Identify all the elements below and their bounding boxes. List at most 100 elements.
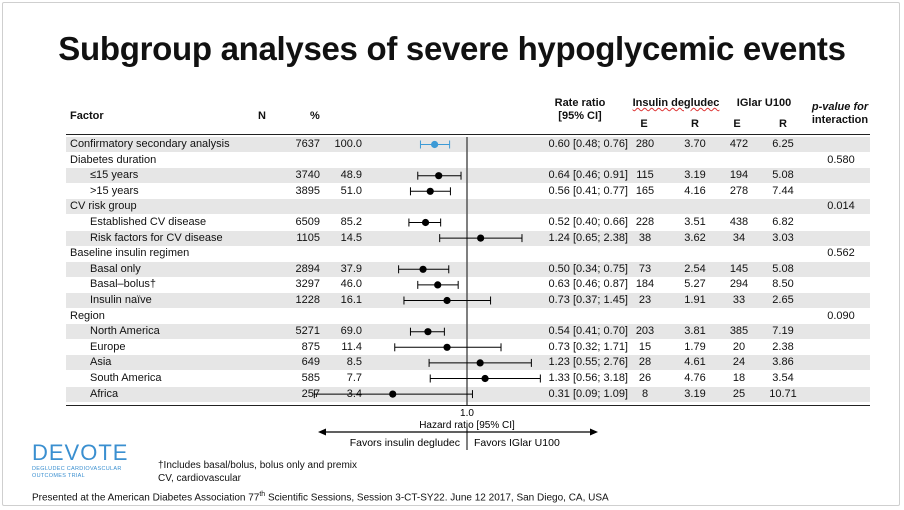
point-estimate [419,265,427,273]
point-estimate [435,172,443,180]
cell-igl-e: 33 [732,294,746,306]
cell-p: 0.562 [827,247,855,260]
table-row: North America 5271 69.0 0.54 [0.41; 0.70] 20… [66,324,870,340]
cell-n: 5271 [295,325,320,338]
favors-right-label: Favors IGlar U100 [474,437,560,449]
header-pvalue-line1: p-value for [802,101,878,114]
cell-p: 0.090 [827,309,855,322]
cell-igl-r: 2.38 [772,340,794,353]
header-iglar: IGlar U100 [736,97,792,109]
table-row: Established CV disease 6509 85.2 0.52 [0.40… [66,215,870,230]
point-estimate [481,374,489,383]
point-estimate [443,296,451,305]
page-title: Subgroup analyses of severe hypoglycemic… [58,30,846,67]
header-degludec: Insulin degludec [624,97,728,110]
table-row: CV risk group 0.014 [66,199,870,215]
cell-igl-e: 145 [729,262,749,275]
cell-ci-text: 1.24 [0.65; 2.38] [548,231,628,244]
row-label: Europe [90,340,126,353]
header-deg-r: R [691,118,699,130]
cell-ci-text: 0.31 [0.09; 1.09] [548,387,628,400]
cell-deg-e: 23 [638,294,652,306]
point-estimate [424,328,432,336]
row-label: Basal only [90,262,141,275]
header-deg-e: E [640,118,648,130]
cell-deg-r: 2.54 [684,262,706,275]
cell-deg-e: 280 [635,138,655,150]
header-factor: Factor [70,110,104,122]
row-label: Basal–bolus† [90,278,157,291]
footnote-line2: CV, cardiovascular [158,473,242,484]
cell-deg-e: 26 [638,372,652,384]
table-row: Basal–bolus† 3297 46.0 0.63 [0.46; 0.87] 184… [66,277,870,292]
cell-n: 649 [301,356,320,369]
row-label: North America [90,325,160,338]
cell-deg-r: 3.62 [684,231,706,244]
favors-left-label: Favors insulin degludec [350,437,460,449]
row-label: Asia [90,356,112,369]
cell-ci-text: 0.63 [0.46; 0.87] [548,278,628,291]
cell-igl-e: 385 [729,325,749,338]
row-label: South America [90,372,162,384]
cell-pct: 11.4 [341,340,362,353]
cell-deg-r: 1.79 [684,340,706,353]
cell-igl-e: 34 [732,231,746,244]
cell-igl-r: 5.08 [772,169,794,182]
cell-deg-e: 165 [635,184,655,197]
footnote-line1: †Includes basal/bolus, bolus only and pr… [158,460,358,471]
point-estimate [477,234,485,242]
cell-ci-text: 1.23 [0.55; 2.76] [548,356,628,369]
cell-pct: 8.5 [346,356,362,369]
cell-deg-r: 4.61 [684,356,706,369]
source-post: Scientific Sessions, Session 3-CT-SY22. … [265,492,609,504]
cell-igl-r: 6.82 [772,216,794,228]
cell-pct: 85.2 [340,216,362,228]
cell-pct: 46.0 [340,278,362,291]
row-label: Region [70,309,105,322]
table-row: ≤15 years 3740 48.9 0.64 [0.46; 0.91] 115 3.1… [66,168,870,184]
header-igl-e: E [733,118,741,130]
header-pvalue-italic: p-value for [811,101,869,113]
row-label: Insulin naïve [90,294,152,306]
devote-logo-sub1: DEGLUDEC CARDIOVASCULAR [32,466,122,472]
table-row: South America 585 7.7 1.33 [0.56; 3.18] 26 4.… [66,371,870,386]
cell-igl-r: 7.19 [772,325,794,338]
cell-igl-e: 438 [729,216,749,228]
header-n: N [258,110,266,122]
header-pvalue: p-value for interaction [802,101,878,127]
cell-ci-text: 0.60 [0.48; 0.76] [548,138,628,150]
cell-igl-e: 472 [729,138,749,150]
cell-n: 585 [301,372,320,384]
cell-deg-e: 28 [638,356,652,369]
cell-igl-r: 3.03 [772,231,794,244]
row-label: Baseline insulin regimen [70,247,190,260]
header-rate-ratio: Rate ratio [95% CI] [545,97,615,123]
table-row: Basal only 2894 37.9 0.50 [0.34; 0.75] 73 2.5… [66,261,870,277]
x-axis-title: Hazard ratio [95% CI] [419,420,515,431]
cell-deg-e: 203 [635,325,655,338]
cell-igl-e: 294 [729,278,749,291]
point-estimate [476,359,484,367]
cell-ci-text: 0.73 [0.37; 1.45] [548,294,628,306]
cell-n: 257 [301,387,320,400]
cell-ci-text: 1.33 [0.56; 3.18] [548,372,628,384]
point-estimate [389,390,397,398]
cell-igl-r: 5.08 [772,262,794,275]
cell-p: 0.580 [827,153,855,166]
header-degludec-label: Insulin degludec [632,97,720,109]
cell-deg-r: 1.91 [684,294,706,306]
table-row: Region 0.090 [66,309,870,324]
favors-right-arrowhead [590,428,598,436]
cell-deg-r: 4.76 [684,372,706,384]
cell-pct: 100.0 [334,138,362,150]
cell-deg-e: 115 [636,169,654,182]
row-label: >15 years [90,184,139,197]
row-label: CV risk group [70,200,137,213]
cell-ci-text: 0.50 [0.34; 0.75] [548,262,628,275]
cell-igl-e: 278 [729,184,749,197]
cell-igl-r: 2.65 [772,294,794,306]
cell-igl-r: 8.50 [772,278,794,291]
cell-deg-r: 4.16 [684,184,706,197]
